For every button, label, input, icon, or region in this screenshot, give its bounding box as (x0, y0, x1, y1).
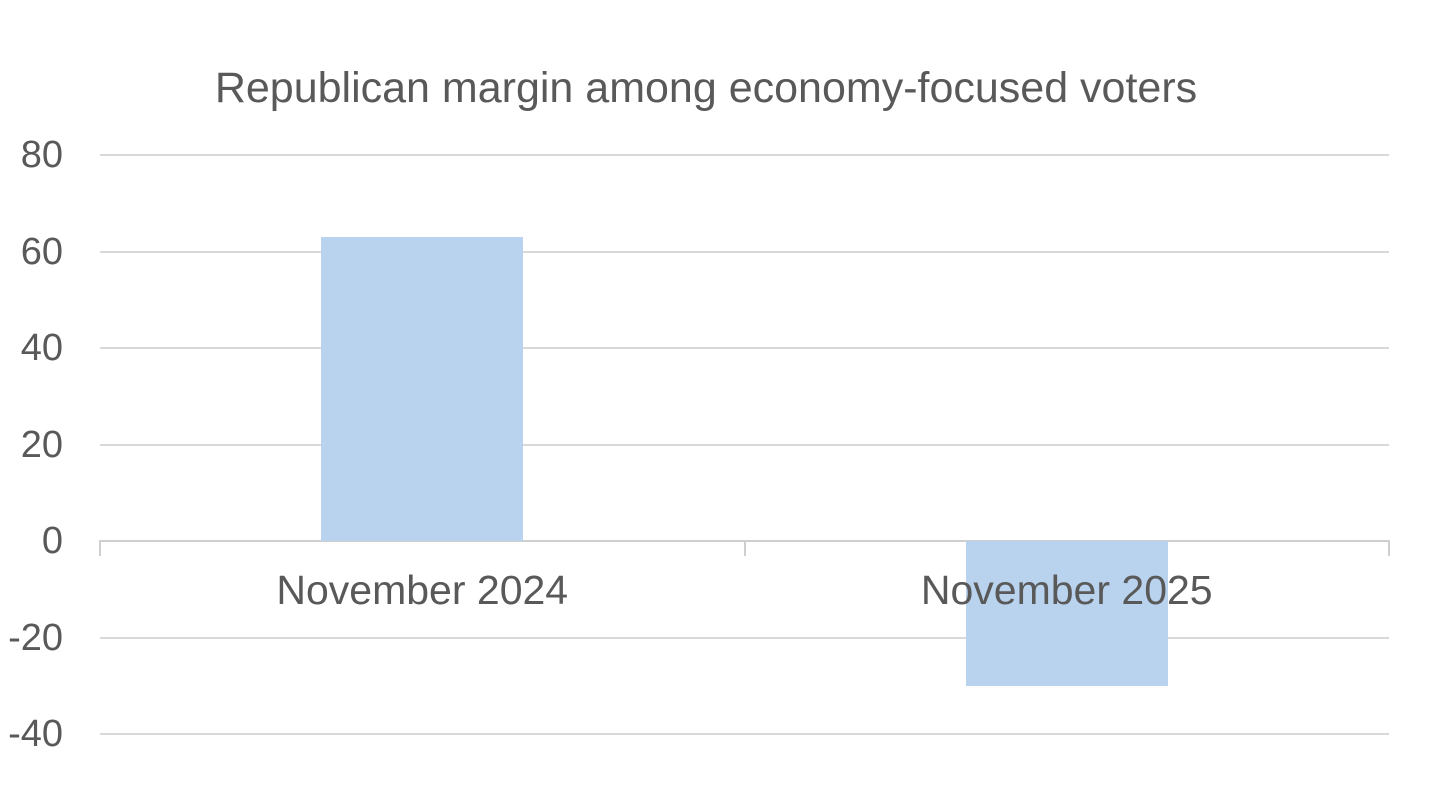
y-axis-label: 80 (20, 134, 63, 176)
y-axis-label: -20 (8, 616, 63, 659)
gridline (100, 347, 1389, 349)
y-axis-label: 40 (20, 327, 63, 369)
axis-tick-mark (743, 540, 746, 556)
category-label: November 2025 (920, 567, 1213, 613)
bar-november-2025 (965, 541, 1168, 686)
gridline (100, 733, 1389, 735)
axis-tick-mark (1388, 540, 1390, 556)
y-axis-label: -40 (8, 713, 63, 755)
gridline (100, 250, 1389, 253)
bar-november-2024 (321, 237, 524, 541)
gridline (100, 443, 1389, 446)
y-axis-label: 60 (20, 230, 63, 273)
y-axis-label: 20 (20, 423, 63, 466)
gridline (100, 154, 1389, 156)
y-axis-label: 0 (41, 520, 63, 562)
axis-tick-mark (99, 540, 101, 556)
chart-title: Republican margin among economy-focused … (214, 64, 1198, 112)
category-label: November 2024 (276, 567, 569, 613)
gridline (100, 636, 1389, 639)
